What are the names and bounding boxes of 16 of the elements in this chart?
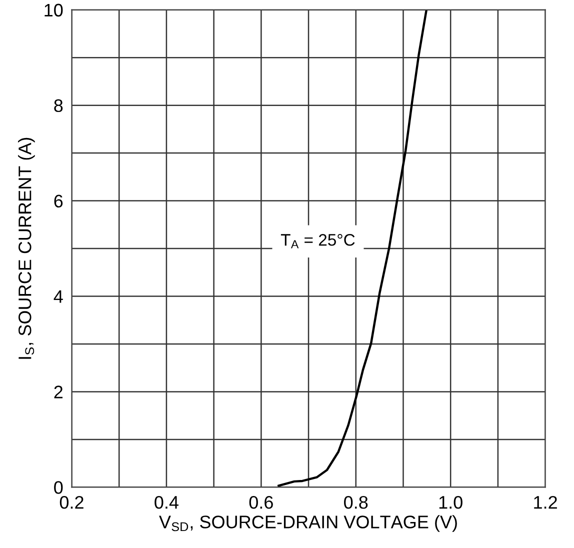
- annotation: T$_{A}$ = 25°C: [280, 234, 355, 248]
- x-tick-label: 1.0: [439, 496, 462, 509]
- y-tick-label: 0: [54, 481, 63, 494]
- y-tick-label: 2: [54, 386, 63, 398]
- y-tick-label: 6: [54, 194, 63, 208]
- x-tick-label: 0.2: [60, 496, 84, 509]
- y-tick-label: 4: [54, 290, 63, 303]
- x-tick-label: 0.4: [154, 496, 178, 509]
- x-axis-title: V$_{SD}$, SOURCE-DRAIN VOLTAGE (V): [159, 515, 457, 532]
- y-axis-title: I$_{S}$, SOURCE CURRENT (A): [18, 138, 35, 359]
- y-tick-label: 8: [54, 99, 63, 112]
- line-series: [278, 10, 428, 487]
- x-tick-label: 0.6: [249, 496, 273, 509]
- y-tick-label: 10: [44, 4, 63, 17]
- x-tick-label: 1.2: [534, 496, 557, 509]
- x-tick-label: 0.8: [344, 496, 368, 509]
